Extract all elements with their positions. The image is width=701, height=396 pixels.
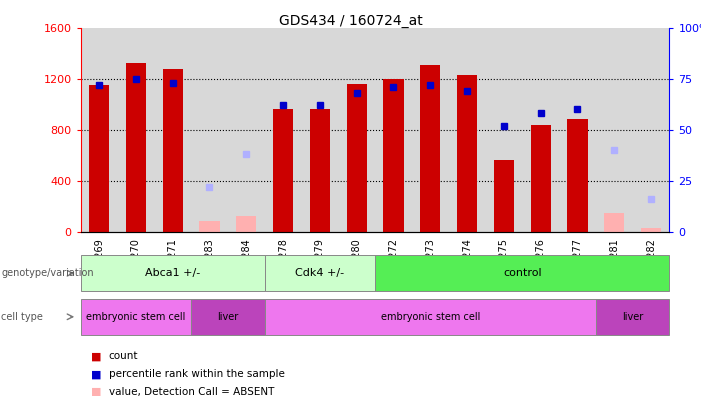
Text: count: count xyxy=(109,351,138,362)
Bar xyxy=(199,221,219,232)
Text: Abca1 +/-: Abca1 +/- xyxy=(145,268,200,278)
Bar xyxy=(125,63,146,232)
Bar xyxy=(310,109,330,232)
Text: percentile rank within the sample: percentile rank within the sample xyxy=(109,369,285,379)
Text: GDS434 / 160724_at: GDS434 / 160724_at xyxy=(278,14,423,28)
Text: ■: ■ xyxy=(91,387,102,396)
Text: cell type: cell type xyxy=(1,312,43,322)
Bar xyxy=(457,75,477,232)
Text: liver: liver xyxy=(217,312,238,322)
Bar xyxy=(236,216,257,232)
Text: ■: ■ xyxy=(91,351,102,362)
Bar xyxy=(641,228,661,232)
Text: Cdk4 +/-: Cdk4 +/- xyxy=(295,268,344,278)
Bar xyxy=(89,85,109,232)
Bar xyxy=(273,109,293,232)
Bar xyxy=(346,84,367,232)
Text: genotype/variation: genotype/variation xyxy=(1,268,94,278)
Bar xyxy=(420,65,440,232)
Bar xyxy=(604,213,625,232)
Text: embryonic stem cell: embryonic stem cell xyxy=(86,312,186,322)
Text: value, Detection Call = ABSENT: value, Detection Call = ABSENT xyxy=(109,387,274,396)
Bar xyxy=(531,125,551,232)
Bar xyxy=(383,79,404,232)
Text: liver: liver xyxy=(622,312,644,322)
Bar xyxy=(494,160,514,232)
Text: embryonic stem cell: embryonic stem cell xyxy=(381,312,480,322)
Text: ■: ■ xyxy=(91,369,102,379)
Bar xyxy=(567,120,587,232)
Text: control: control xyxy=(503,268,542,278)
Bar xyxy=(163,69,183,232)
